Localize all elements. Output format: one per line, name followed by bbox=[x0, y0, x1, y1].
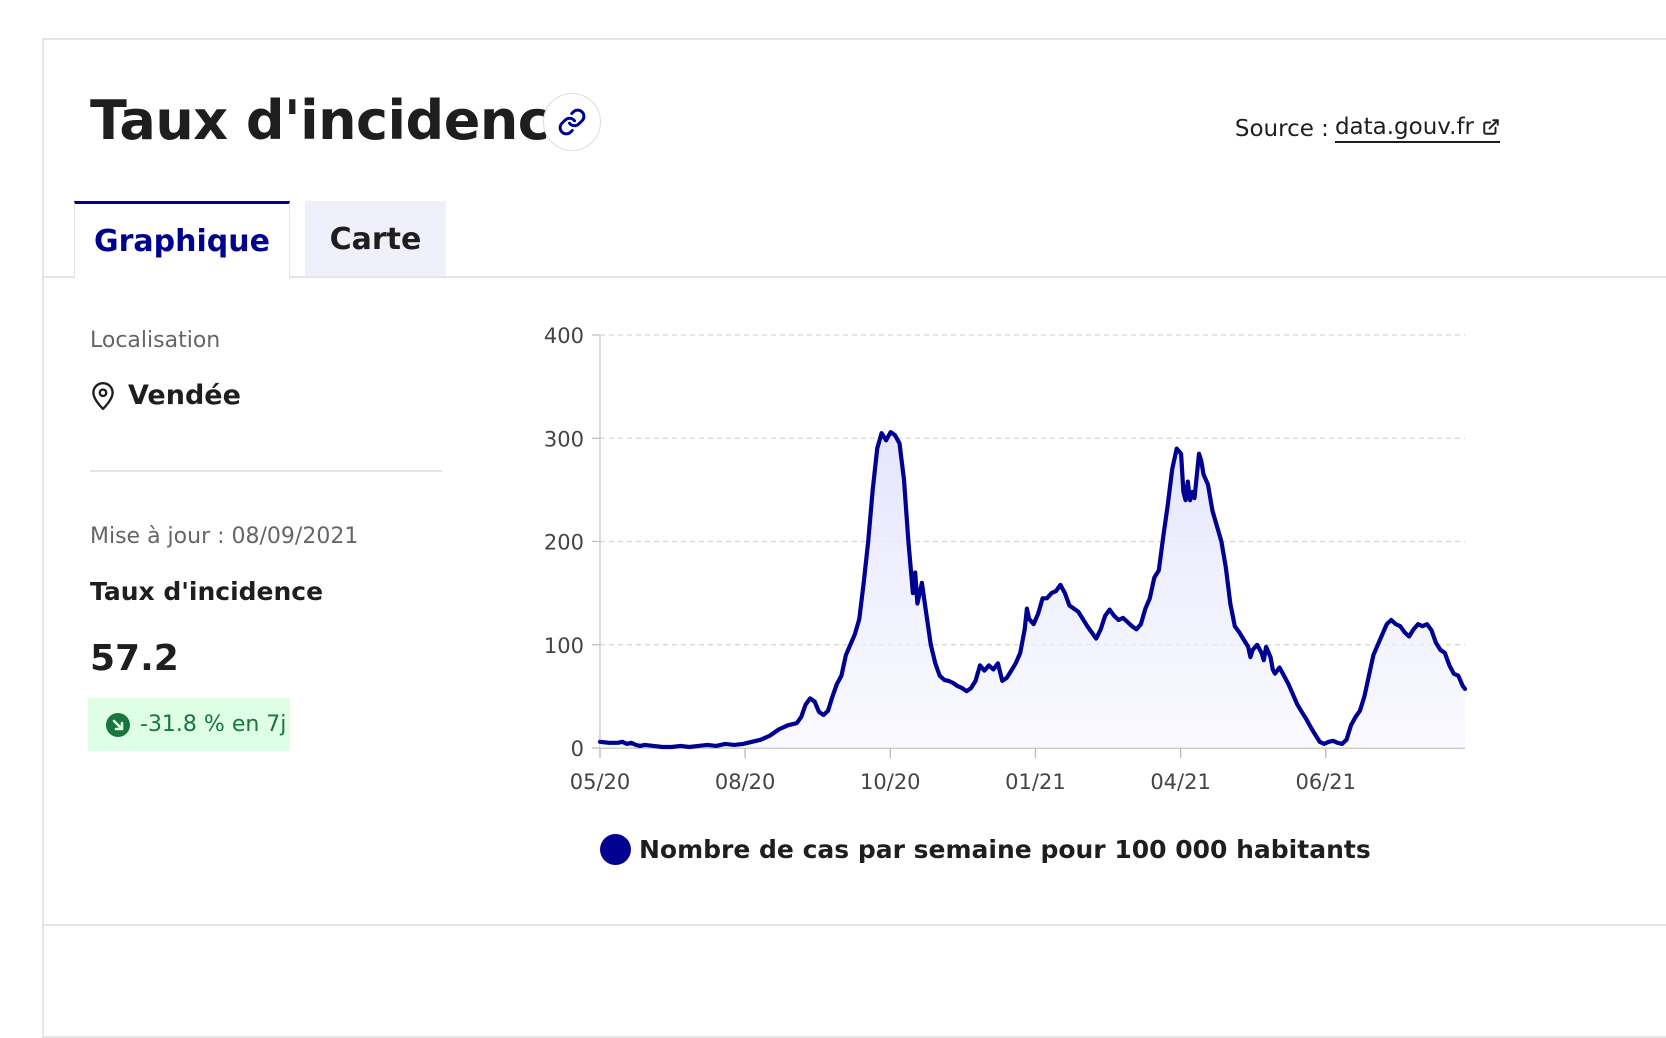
x-tick-label: 05/20 bbox=[570, 770, 631, 794]
arrow-down-right-icon bbox=[106, 712, 130, 737]
sidebar-divider bbox=[90, 470, 442, 472]
x-tick-label: 06/21 bbox=[1295, 770, 1356, 794]
link-icon bbox=[558, 108, 586, 136]
x-tick-label: 10/20 bbox=[860, 770, 921, 794]
copy-link-button[interactable] bbox=[543, 93, 601, 151]
chart-legend: Nombre de cas par semaine pour 100 000 h… bbox=[600, 834, 1371, 865]
source-link[interactable]: data.gouv.fr bbox=[1334, 114, 1500, 143]
x-tick-label: 01/21 bbox=[1005, 770, 1066, 794]
tab-graphique[interactable]: Graphique bbox=[74, 201, 290, 279]
update-date: Mise à jour : 08/09/2021 bbox=[90, 524, 359, 549]
y-tick-label: 200 bbox=[544, 531, 584, 555]
y-tick-label: 300 bbox=[544, 427, 584, 451]
series-area bbox=[600, 432, 1465, 748]
metric-label: Taux d'incidence bbox=[90, 577, 324, 606]
map-pin-icon bbox=[92, 381, 114, 410]
page-title: Taux d'incidence bbox=[90, 89, 586, 152]
card-bottom-divider bbox=[42, 924, 1666, 926]
trend-badge: -31.8 % en 7j bbox=[88, 698, 290, 751]
location-value: Vendée bbox=[128, 380, 241, 411]
y-tick-label: 0 bbox=[571, 737, 584, 761]
location-selector[interactable]: Vendée bbox=[90, 380, 241, 411]
legend-label: Nombre de cas par semaine pour 100 000 h… bbox=[639, 835, 1371, 864]
legend-swatch bbox=[600, 834, 631, 865]
source: Source : data.gouv.fr bbox=[1235, 114, 1500, 143]
external-link-icon bbox=[1483, 119, 1499, 135]
series-line bbox=[597, 430, 1468, 750]
tab-carte[interactable]: Carte bbox=[305, 201, 446, 278]
trend-text: -31.8 % en 7j bbox=[140, 712, 287, 737]
x-tick-label: 04/21 bbox=[1150, 770, 1211, 794]
location-label: Localisation bbox=[90, 328, 221, 353]
incidence-chart: 0 100 200 300 400 05/20 08/20 10/20 01/21 04/21 06… bbox=[544, 324, 1468, 794]
source-link-text: data.gouv.fr bbox=[1334, 114, 1474, 140]
y-tick-label: 100 bbox=[544, 634, 584, 658]
tabs-divider bbox=[42, 276, 1666, 278]
y-tick-label: 400 bbox=[544, 324, 584, 348]
metric-value: 57.2 bbox=[90, 638, 179, 679]
source-label: Source : bbox=[1234, 115, 1329, 142]
x-tick-label: 08/20 bbox=[715, 770, 776, 794]
